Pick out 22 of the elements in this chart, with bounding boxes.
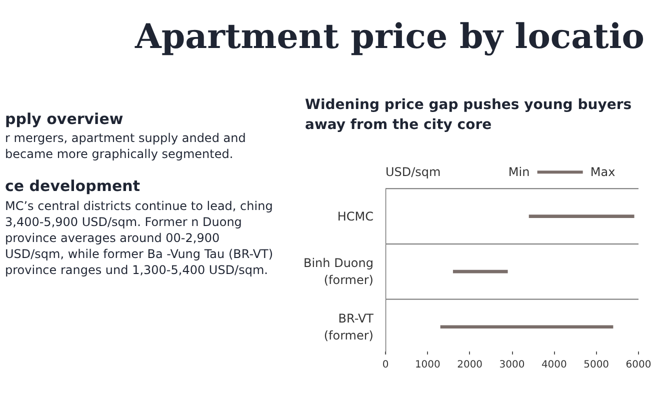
text: Max xyxy=(590,165,616,180)
text: ce development xyxy=(5,176,141,198)
text: r mergers, apartment supply anded and became more graphically segmented. xyxy=(5,130,247,162)
y-tick-label: HCMC xyxy=(337,209,374,224)
x-tick-label: 6000 xyxy=(626,360,652,370)
bar xyxy=(528,214,634,218)
x-tick-label: 5000 xyxy=(584,360,610,370)
y-axis-title: USD/sqm xyxy=(386,165,441,180)
x-tick-label: 0 xyxy=(382,360,389,370)
x-tick-label: 4000 xyxy=(541,360,567,370)
x-tick-label: 3000 xyxy=(499,360,525,370)
text: MC’s central districts continue to lead, ching 3,400-5,900 USD/sqm. Former n Duong province averages around 00-2,900 USD/sqm, while former Ba -Vung Tau (BR-VT) province ranges und 1,300-5,400 USD/sqm. xyxy=(5,198,274,278)
bar xyxy=(452,270,508,274)
chart-subtitle: Widening price gap pushes young buyers away from the city core xyxy=(305,96,633,135)
y-tick-label: Binh Duong (former) xyxy=(304,256,374,287)
text: pply overview xyxy=(5,109,124,130)
x-tick-label: 1000 xyxy=(414,360,440,370)
text: Min xyxy=(508,165,530,180)
chart-title: Apartment price by locatio xyxy=(135,16,644,59)
y-tick-label: BR-VT (former) xyxy=(324,311,374,342)
x-tick-label: 2000 xyxy=(457,360,483,370)
bar xyxy=(440,325,614,329)
